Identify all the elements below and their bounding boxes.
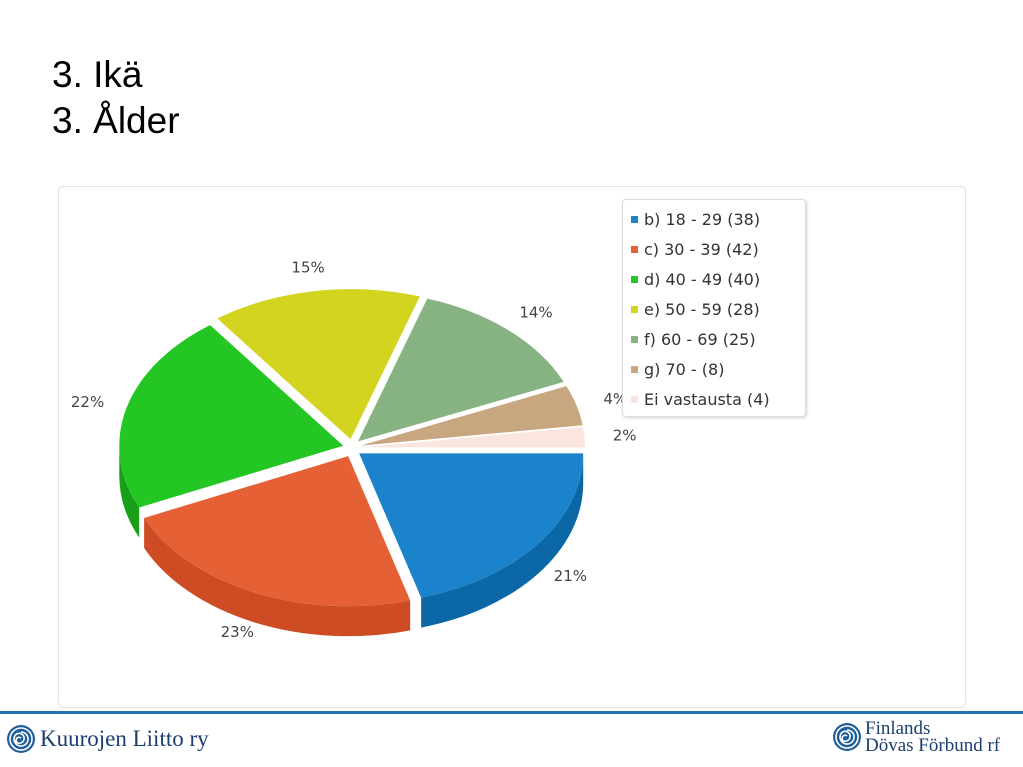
legend-item-e-50-59-28[interactable]: e) 50 - 59 (28) [631, 294, 805, 324]
legend-item-d-40-49-40[interactable]: d) 40 - 49 (40) [631, 264, 805, 294]
legend-swatch [631, 335, 638, 343]
pie-slice-ei-vastausta-4[interactable] [360, 427, 585, 448]
pie-label-ei-vastausta-4: 2% [613, 427, 637, 445]
legend-swatch [631, 305, 638, 313]
legend-label: c) 30 - 39 (42) [644, 239, 759, 259]
pie-label-f-60-69-25: 14% [519, 304, 552, 322]
legend-swatch [631, 245, 638, 253]
pie-slice-e-50-59-28[interactable] [217, 289, 420, 440]
legend-item-g-70-8[interactable]: g) 70 - (8) [631, 354, 805, 384]
finlands-dovas-forbund-logo: Finlands Dövas Förbund rf [832, 718, 1001, 756]
left-logo-text: Kuurojen Liitto ry [40, 726, 209, 751]
pie-depth-layer [119, 445, 584, 637]
footer-rule [0, 711, 1023, 714]
pie-side-b-18-29-38 [421, 453, 584, 628]
pie-label-g-70-8: 4% [603, 390, 627, 408]
legend-label: d) 40 - 49 (40) [644, 269, 761, 289]
legend-item-ei-vastausta-4[interactable]: Ei vastausta (4) [631, 384, 805, 414]
right-logo-line2: Dövas Förbund rf [865, 735, 1001, 756]
pie-percent-labels: 21% 23% 22% 15% 14% 4% 2% [71, 258, 637, 641]
pie-slice-b-18-29-38[interactable] [359, 453, 584, 598]
pie-slice-f-60-69-25[interactable] [358, 298, 564, 442]
pie-slice-d-40-49-40[interactable] [119, 325, 344, 508]
legend-swatch [631, 395, 638, 403]
pie-slice-g-70-8[interactable] [360, 386, 583, 446]
pie-label-e-50-59-28: 15% [291, 258, 324, 276]
legend-label: f) 60 - 69 (25) [644, 329, 756, 349]
pie-side-d-40-49-40 [119, 445, 140, 538]
pie-side-c-30-39-42 [144, 517, 411, 637]
legend-label: b) 18 - 29 (38) [644, 209, 761, 229]
legend-item-b-18-29-38[interactable]: b) 18 - 29 (38) [631, 204, 805, 234]
legend-swatch [631, 215, 638, 223]
spiral-icon [833, 723, 861, 751]
slide-title-swedish: 3. Ålder [52, 100, 180, 141]
right-logo-line1: Finlands [865, 718, 931, 739]
slide-title-finnish: 3. Ikä [52, 54, 143, 95]
legend-label: g) 70 - (8) [644, 359, 725, 379]
spiral-icon [7, 725, 35, 753]
pie-slices-layer [119, 289, 585, 607]
kuurojen-liitto-logo: Kuurojen Liitto ry [6, 724, 209, 754]
legend-label: e) 50 - 59 (28) [644, 299, 760, 319]
pie-label-c-30-39-42: 23% [221, 623, 254, 641]
legend-swatch [631, 275, 638, 283]
legend-label: Ei vastausta (4) [644, 389, 770, 409]
chart-legend: b) 18 - 29 (38) c) 30 - 39 (42) d) 40 - 49… [622, 199, 806, 417]
legend-swatch [631, 365, 638, 373]
right-logo-text: Finlands Dövas Förbund rf [865, 718, 1001, 756]
pie-label-b-18-29-38: 21% [554, 567, 587, 585]
pie-label-d-40-49-40: 22% [71, 393, 104, 411]
legend-item-f-60-69-25[interactable]: f) 60 - 69 (25) [631, 324, 805, 354]
slide-title: 3. Ikä 3. Ålder [52, 52, 180, 144]
legend-item-c-30-39-42[interactable]: c) 30 - 39 (42) [631, 234, 805, 264]
pie-slice-c-30-39-42[interactable] [144, 456, 411, 607]
